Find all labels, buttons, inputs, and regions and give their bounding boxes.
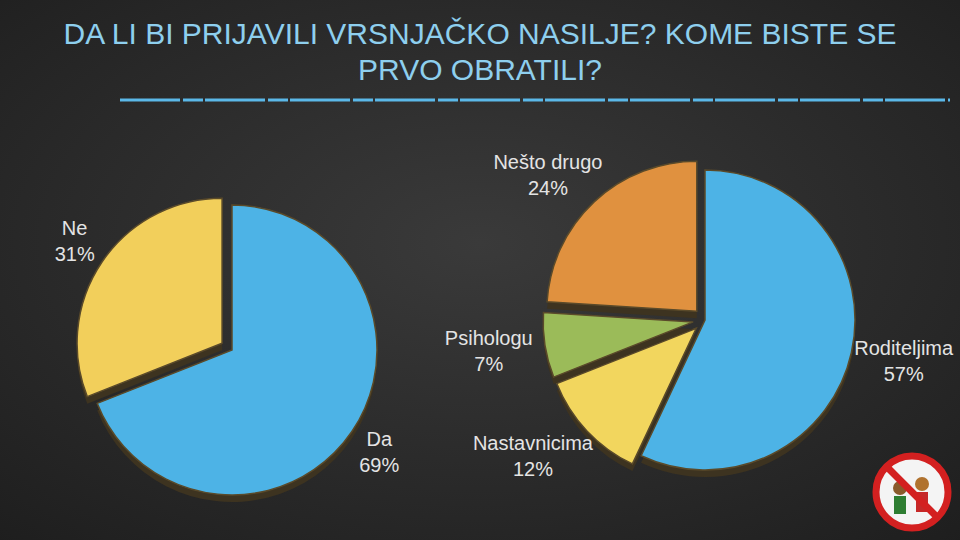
pie-slice bbox=[77, 198, 222, 396]
icon-head bbox=[915, 477, 929, 491]
title-underline bbox=[120, 99, 950, 102]
pie-slice bbox=[543, 312, 693, 377]
value-label: 31% bbox=[55, 243, 95, 265]
category-label: Nešto drugo bbox=[493, 151, 602, 173]
slice-label: Nešto drugo 24% bbox=[493, 151, 602, 199]
slice-label-text: Ne 31% bbox=[55, 217, 95, 265]
slice-label-text: Psihologu 7% bbox=[445, 327, 533, 375]
slice-label: Ne 31% bbox=[55, 217, 95, 265]
slice-label: Da 69% bbox=[359, 428, 399, 476]
title: DA LI BI PRIJAVILI VRSNJAČKO NASILJE? KO… bbox=[63, 17, 896, 86]
slice-label: Psihologu 7% bbox=[445, 327, 533, 375]
value-label: 24% bbox=[528, 177, 568, 199]
value-label: 57% bbox=[884, 363, 924, 385]
category-label: Psihologu bbox=[445, 327, 533, 349]
value-label: 69% bbox=[359, 454, 399, 476]
slice-label: Nastavnicima 12% bbox=[473, 432, 594, 480]
slice-label: Roditeljima 57% bbox=[854, 337, 954, 385]
slice-label-text: Nešto drugo 24% bbox=[493, 151, 602, 199]
icon-body bbox=[894, 496, 906, 514]
category-label: Ne bbox=[62, 217, 88, 239]
pie-labels: Roditeljima 57% Nastavnicima 12% Psihologu 7%… bbox=[445, 151, 954, 480]
icon-slash bbox=[887, 467, 937, 517]
icon-ring bbox=[876, 456, 948, 528]
pie-chart bbox=[543, 161, 855, 477]
category-label: Nastavnicima bbox=[473, 432, 594, 454]
slice-label-text: Nastavnicima 12% bbox=[473, 432, 594, 480]
title-line: DA LI BI PRIJAVILI VRSNJAČKO NASILJE? KO… bbox=[63, 17, 896, 50]
pie-labels: Da 69% Ne 31% bbox=[55, 217, 400, 476]
pie-slice bbox=[547, 161, 697, 311]
value-label: 12% bbox=[513, 458, 553, 480]
icon bbox=[876, 456, 948, 528]
category-label: Roditeljima bbox=[854, 337, 954, 359]
slice-label-text: Da 69% bbox=[359, 428, 399, 476]
category-label: Da bbox=[366, 428, 392, 450]
value-label: 7% bbox=[474, 353, 503, 375]
pie-chart bbox=[77, 198, 377, 502]
title-line: PRVO OBRATILI? bbox=[358, 53, 602, 86]
slice-label-text: Roditeljima 57% bbox=[854, 337, 954, 385]
background bbox=[0, 0, 960, 540]
stage: DA LI BI PRIJAVILI VRSNJAČKO NASILJE? KO… bbox=[0, 0, 960, 540]
